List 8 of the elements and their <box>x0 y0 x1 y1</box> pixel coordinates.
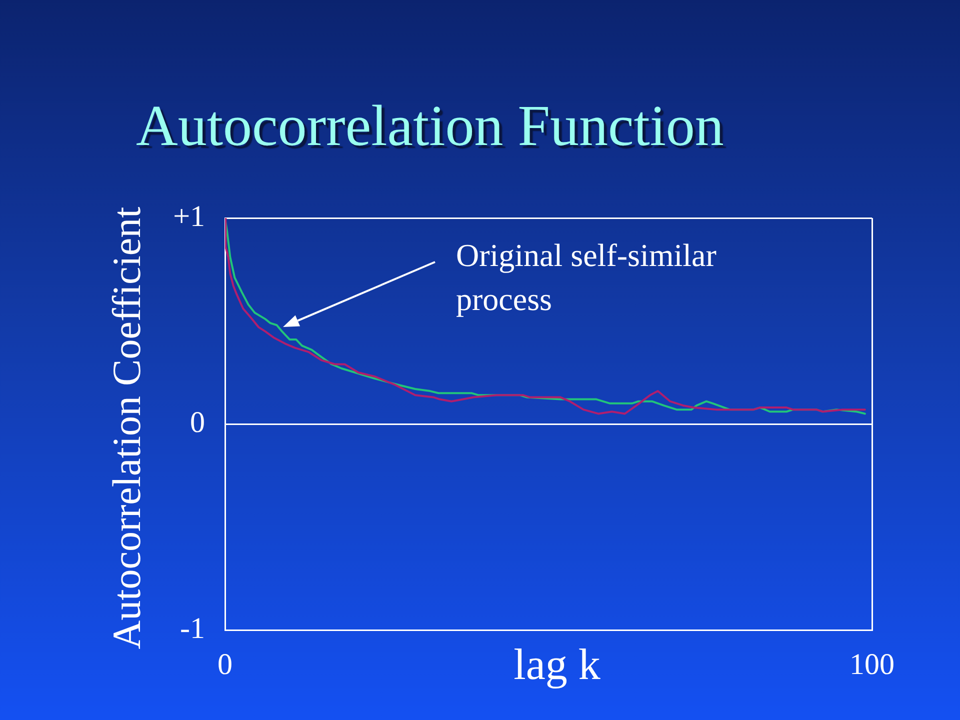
y-tick-label: 0 <box>190 406 205 439</box>
x-tick-label: 100 <box>850 648 894 681</box>
y-tick-label: +1 <box>173 200 205 233</box>
annotation: Original self-similar process <box>456 237 717 317</box>
y-axis-title: Autocorrelation Coefficient <box>104 206 149 650</box>
y-tick-label: -1 <box>180 612 205 645</box>
chart-title: Autocorrelation Function <box>136 93 724 158</box>
x-axis-title: lag k <box>514 640 600 689</box>
